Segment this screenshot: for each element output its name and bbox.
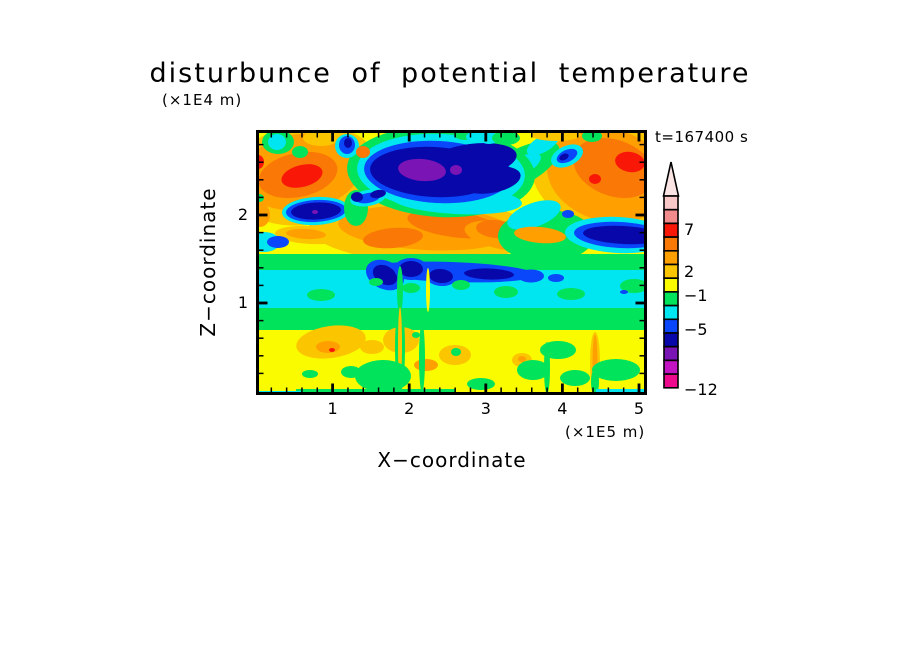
field-region-orange <box>356 146 370 158</box>
colorbar-segment-cyan <box>663 304 679 321</box>
field-region-green <box>451 348 461 356</box>
colorbar-arrow <box>662 161 680 197</box>
colorbar-segment-orange <box>663 236 679 252</box>
x-axis-unit-label: (×1E5 m) <box>565 423 646 441</box>
field-region-navy <box>344 138 352 148</box>
colorbar-segment-navy <box>663 332 679 348</box>
field-region-purple <box>398 158 446 182</box>
colorbar-label: 2 <box>684 262 695 281</box>
field-region-green <box>355 360 411 392</box>
field-region-cyan <box>268 134 286 150</box>
field-region-green <box>557 288 585 300</box>
colorbar-label: −1 <box>684 286 708 305</box>
field-region-blue <box>620 290 628 294</box>
contour-field <box>256 130 647 395</box>
x-axis-title: X−coordinate <box>377 448 527 472</box>
colorbar-label: −5 <box>684 320 708 339</box>
field-region-lightorange <box>514 226 566 244</box>
field-region-navy <box>370 189 386 199</box>
x-tick-label: 1 <box>327 399 338 418</box>
field-region-lightorange <box>518 356 526 362</box>
field-region-navy <box>583 225 647 245</box>
field-region-navy <box>351 192 363 202</box>
field-region-yelloworange <box>360 340 384 354</box>
colorbar-segment-purple <box>663 345 679 362</box>
field-region-yelloworange <box>303 130 339 146</box>
field-region-navy <box>461 166 521 194</box>
field-region-green <box>540 341 576 359</box>
z-tick-label: 2 <box>237 205 248 224</box>
colorbar-label: 7 <box>684 220 695 239</box>
field-region-lightorange <box>286 228 326 240</box>
colorbar-segment-red <box>663 222 679 238</box>
x-tick-label: 3 <box>480 399 491 418</box>
field-region-green <box>341 366 361 378</box>
time-annotation: t=167400 s <box>655 128 749 146</box>
field-region-green <box>517 360 549 380</box>
field-region-blue <box>267 236 289 248</box>
field-region-blue <box>562 210 574 218</box>
field-region-orange <box>363 227 423 249</box>
field-region-blue <box>518 269 544 283</box>
field-region-green <box>560 370 590 386</box>
field-region-blue <box>548 274 564 282</box>
field-region-green <box>492 131 520 145</box>
colorbar-segment-yellow <box>663 277 679 293</box>
colorbar-segment-green <box>663 291 679 307</box>
x-tick-label: 5 <box>633 399 645 418</box>
colorbar-segment-magenta2 <box>663 359 679 375</box>
field-region-green <box>592 359 640 381</box>
field-region-green <box>452 280 470 290</box>
field-region-green <box>369 278 383 286</box>
colorbar-segment-yelloworange <box>663 263 679 279</box>
colorbar-label: −12 <box>684 380 718 399</box>
field-region-navy <box>464 268 514 280</box>
z-axis-title: Z−coordinate <box>196 187 220 337</box>
z-axis-unit-label: (×1E4 m) <box>162 91 243 109</box>
field-region-cyan <box>507 200 561 230</box>
chart-title: disturbunce of potential temperature <box>149 58 751 89</box>
field-region-red <box>329 348 335 352</box>
field-region-red <box>615 151 645 173</box>
field-region-green <box>467 378 495 390</box>
field-region-green <box>402 283 420 293</box>
colorbar-segment-lightpink <box>663 195 679 211</box>
x-tick-label: 4 <box>557 399 568 418</box>
field-region-navy <box>429 268 453 284</box>
field-region-navy <box>399 261 423 277</box>
colorbar-segment-salmon <box>663 208 679 225</box>
field-region-purple <box>450 165 462 175</box>
field-region-green <box>419 324 425 392</box>
field-region-green <box>412 332 420 338</box>
field-region-green <box>307 289 335 301</box>
field-region-green <box>397 266 403 314</box>
field-region-green <box>256 308 647 330</box>
field-region-red <box>589 174 601 184</box>
field-region-lightorange <box>414 359 438 371</box>
field-region-green <box>620 279 647 293</box>
field-region-red <box>281 164 323 188</box>
field-region-green <box>494 286 518 298</box>
field-region-purple <box>312 210 318 214</box>
plot-frame <box>256 130 647 395</box>
field-region-yellow <box>426 268 430 312</box>
colorbar-segment-magenta <box>663 373 679 389</box>
field-region-green <box>302 370 318 378</box>
x-tick-label: 2 <box>404 399 415 418</box>
colorbar-segment-blue <box>663 318 679 334</box>
z-tick-label: 1 <box>237 293 248 312</box>
colorbar-segment-lightorange <box>663 250 679 266</box>
field-region-navy <box>559 153 569 161</box>
field-region-lightorange <box>316 341 340 353</box>
colorbar <box>662 161 680 389</box>
field-region-green <box>292 146 308 158</box>
